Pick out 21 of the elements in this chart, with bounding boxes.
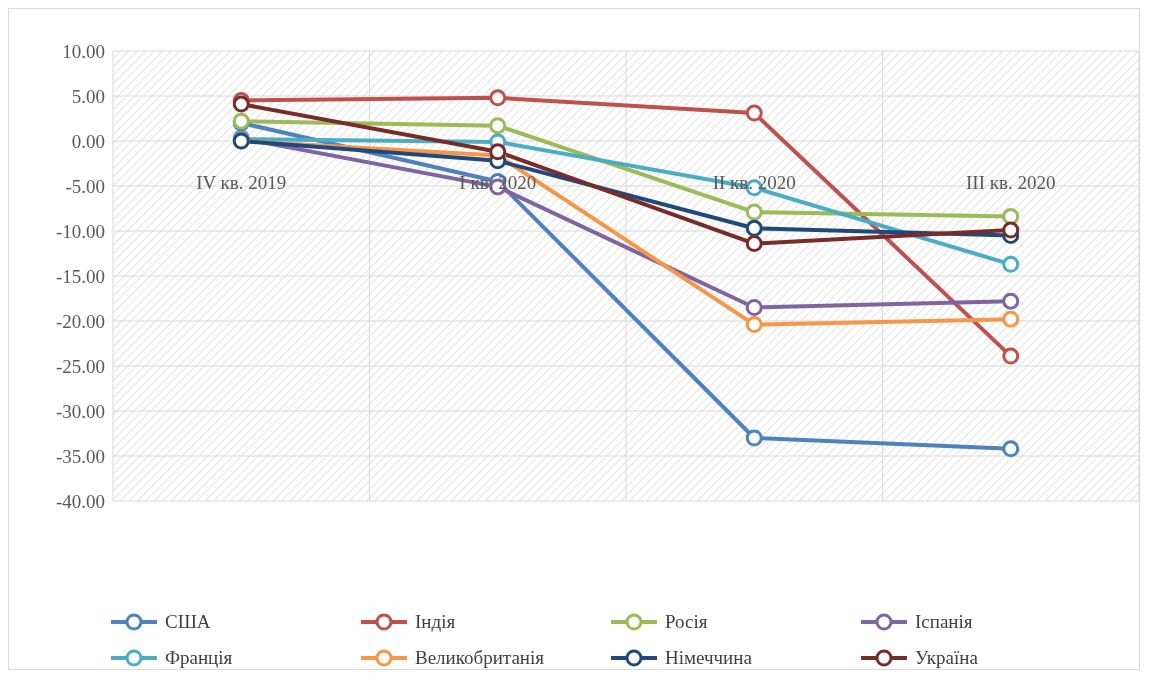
y-tick-label: -10.00: [55, 220, 105, 242]
y-tick-label: -20.00: [55, 310, 105, 332]
x-tick-label: IV кв. 2019: [196, 171, 287, 193]
y-tick-label: 5.00: [71, 85, 105, 107]
legend-label: Україна: [915, 647, 978, 669]
y-tick-label: -25.00: [55, 355, 105, 377]
y-tick-label: -30.00: [55, 400, 105, 422]
legend-label: Великобританія: [415, 647, 545, 669]
x-tick-label: III кв. 2020: [966, 171, 1056, 193]
legend-label: Франція: [165, 647, 233, 669]
legend-label: США: [165, 611, 211, 633]
legend-label: Німеччина: [665, 647, 752, 669]
legend-label: Росія: [665, 611, 708, 633]
y-tick-label: -40.00: [55, 490, 105, 512]
y-tick-label: -15.00: [55, 265, 105, 287]
y-tick-label: -35.00: [55, 445, 105, 467]
y-tick-label: 10.00: [62, 40, 105, 62]
y-tick-label: -5.00: [65, 175, 105, 197]
y-tick-label: 0.00: [71, 130, 105, 152]
legend-label: Індія: [415, 611, 456, 633]
legend-label: Іспанія: [915, 611, 973, 633]
